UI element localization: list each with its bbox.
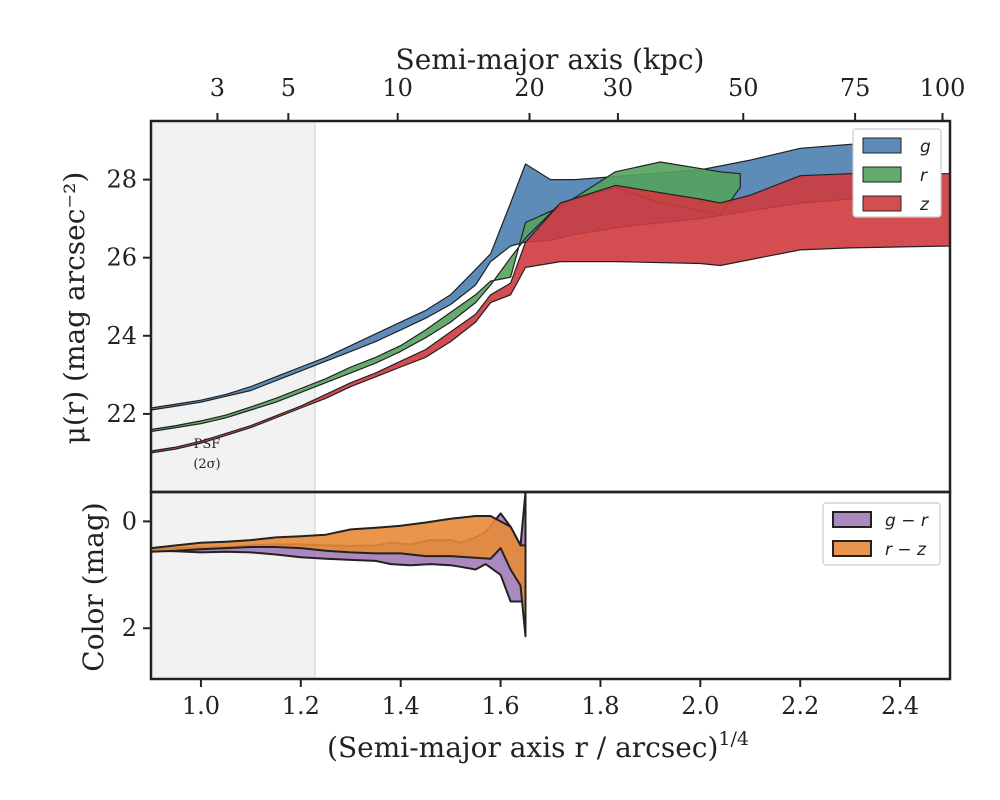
legend-label-surface-brightness-2: z [919, 195, 930, 215]
xtick-label-0: 1.0 [182, 692, 220, 720]
xtick-label-3: 1.6 [481, 692, 519, 720]
legend-top: grz [852, 128, 942, 218]
xtick-label-7: 2.4 [881, 692, 919, 720]
ytick-label-color-0: 0 [122, 507, 137, 535]
top-tick-label-0: 3 [210, 74, 225, 102]
top-y-axis-label: μ(r) (mag arcsec⁻²) [58, 172, 91, 445]
bottom-panel-frame [149, 490, 952, 681]
band-color-1 [150, 515, 527, 638]
ytick-label-surface-brightness-0: 22 [106, 400, 137, 428]
bottom-y-axis-label: Color (mag) [77, 502, 110, 671]
x-axis-label-text: (Semi-major axis r / arcsec) [327, 731, 718, 764]
ytick-label-surface-brightness-1: 24 [106, 322, 137, 350]
psf-label-line2: (2σ) [193, 457, 220, 472]
top-tick-label-3: 20 [514, 74, 545, 102]
psf-region-top [151, 121, 315, 492]
xtick-label-5: 2.0 [681, 692, 719, 720]
xtick-label-4: 1.8 [581, 692, 619, 720]
top-tick-label-7: 100 [920, 74, 966, 102]
xtick-label-1: 1.2 [282, 692, 320, 720]
xtick-label-2: 1.4 [382, 692, 420, 720]
legend-swatch-surface-brightness-0 [862, 137, 902, 154]
legend-label-surface-brightness-1: r [920, 166, 928, 186]
top-tick-label-4: 30 [603, 74, 634, 102]
ytick-label-surface-brightness-3: 28 [106, 166, 137, 194]
xtick-label-6: 2.2 [781, 692, 819, 720]
top-tick-label-2: 10 [382, 74, 413, 102]
legend-bottom: g − r r − z [822, 502, 941, 566]
ytick-label-surface-brightness-2: 26 [106, 244, 137, 272]
legend-swatch-color-1 [832, 540, 872, 557]
top-tick-label-6: 75 [840, 74, 871, 102]
band-surface-brightness-1 [150, 161, 741, 433]
top-axis-label: Semi-major axis (kpc) [396, 43, 705, 76]
legend-label-color-0: g − r [885, 511, 929, 531]
axis-ticks: 22 24 26 28 0 2 1.0 1.2 1.4 1.6 1.8 2.0 2.2 2.4 3 5 10 20… [106, 74, 965, 720]
top-tick-label-5: 50 [728, 74, 759, 102]
legend-swatch-color-0 [832, 511, 872, 528]
ytick-label-color-1: 2 [122, 614, 137, 642]
psf-region-bottom [151, 493, 315, 679]
top-tick-label-1: 5 [281, 74, 296, 102]
legend-swatch-surface-brightness-1 [862, 166, 902, 183]
legend-swatch-surface-brightness-2 [862, 195, 902, 212]
legend-label-color-1: r − z [885, 540, 927, 560]
x-axis-label-exponent: 1/4 [718, 728, 749, 750]
x-axis-label: (Semi-major axis r / arcsec)1/4 [327, 728, 749, 764]
legend-label-surface-brightness-0: g [920, 137, 931, 157]
